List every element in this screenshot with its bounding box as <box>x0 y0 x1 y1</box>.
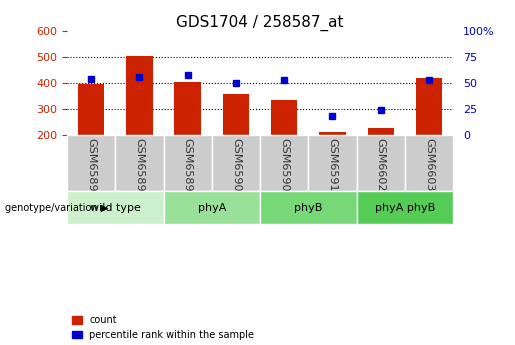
Bar <box>356 191 453 224</box>
Bar <box>271 100 298 135</box>
Bar <box>163 135 212 191</box>
Text: phyB: phyB <box>294 203 322 213</box>
Text: phyA: phyA <box>198 203 226 213</box>
Bar <box>115 135 163 191</box>
Bar <box>212 135 260 191</box>
Bar <box>405 135 453 191</box>
Text: GSM65898: GSM65898 <box>183 138 193 199</box>
Text: GSM65904: GSM65904 <box>279 138 289 198</box>
Bar <box>356 135 405 191</box>
Text: GSM66029: GSM66029 <box>376 138 386 198</box>
Text: genotype/variation ▶: genotype/variation ▶ <box>5 203 108 213</box>
Bar <box>416 78 442 135</box>
Text: GSM65897: GSM65897 <box>134 138 144 199</box>
Bar <box>319 132 346 135</box>
Text: GSM65902: GSM65902 <box>231 138 241 198</box>
Bar <box>126 56 152 135</box>
Bar <box>163 191 260 224</box>
Bar <box>260 191 356 224</box>
Bar <box>67 191 163 224</box>
Bar <box>260 135 308 191</box>
Legend: count, percentile rank within the sample: count, percentile rank within the sample <box>72 315 254 340</box>
Text: GSM65910: GSM65910 <box>328 138 337 198</box>
Bar <box>175 82 201 135</box>
Bar <box>222 94 249 135</box>
Bar <box>78 84 105 135</box>
Bar <box>308 135 356 191</box>
Bar <box>67 135 115 191</box>
Text: phyA phyB: phyA phyB <box>375 203 435 213</box>
Bar <box>368 128 394 135</box>
Text: GSM65896: GSM65896 <box>86 138 96 198</box>
Title: GDS1704 / 258587_at: GDS1704 / 258587_at <box>176 15 344 31</box>
Text: wild type: wild type <box>90 203 141 213</box>
Text: GSM66030: GSM66030 <box>424 138 434 198</box>
